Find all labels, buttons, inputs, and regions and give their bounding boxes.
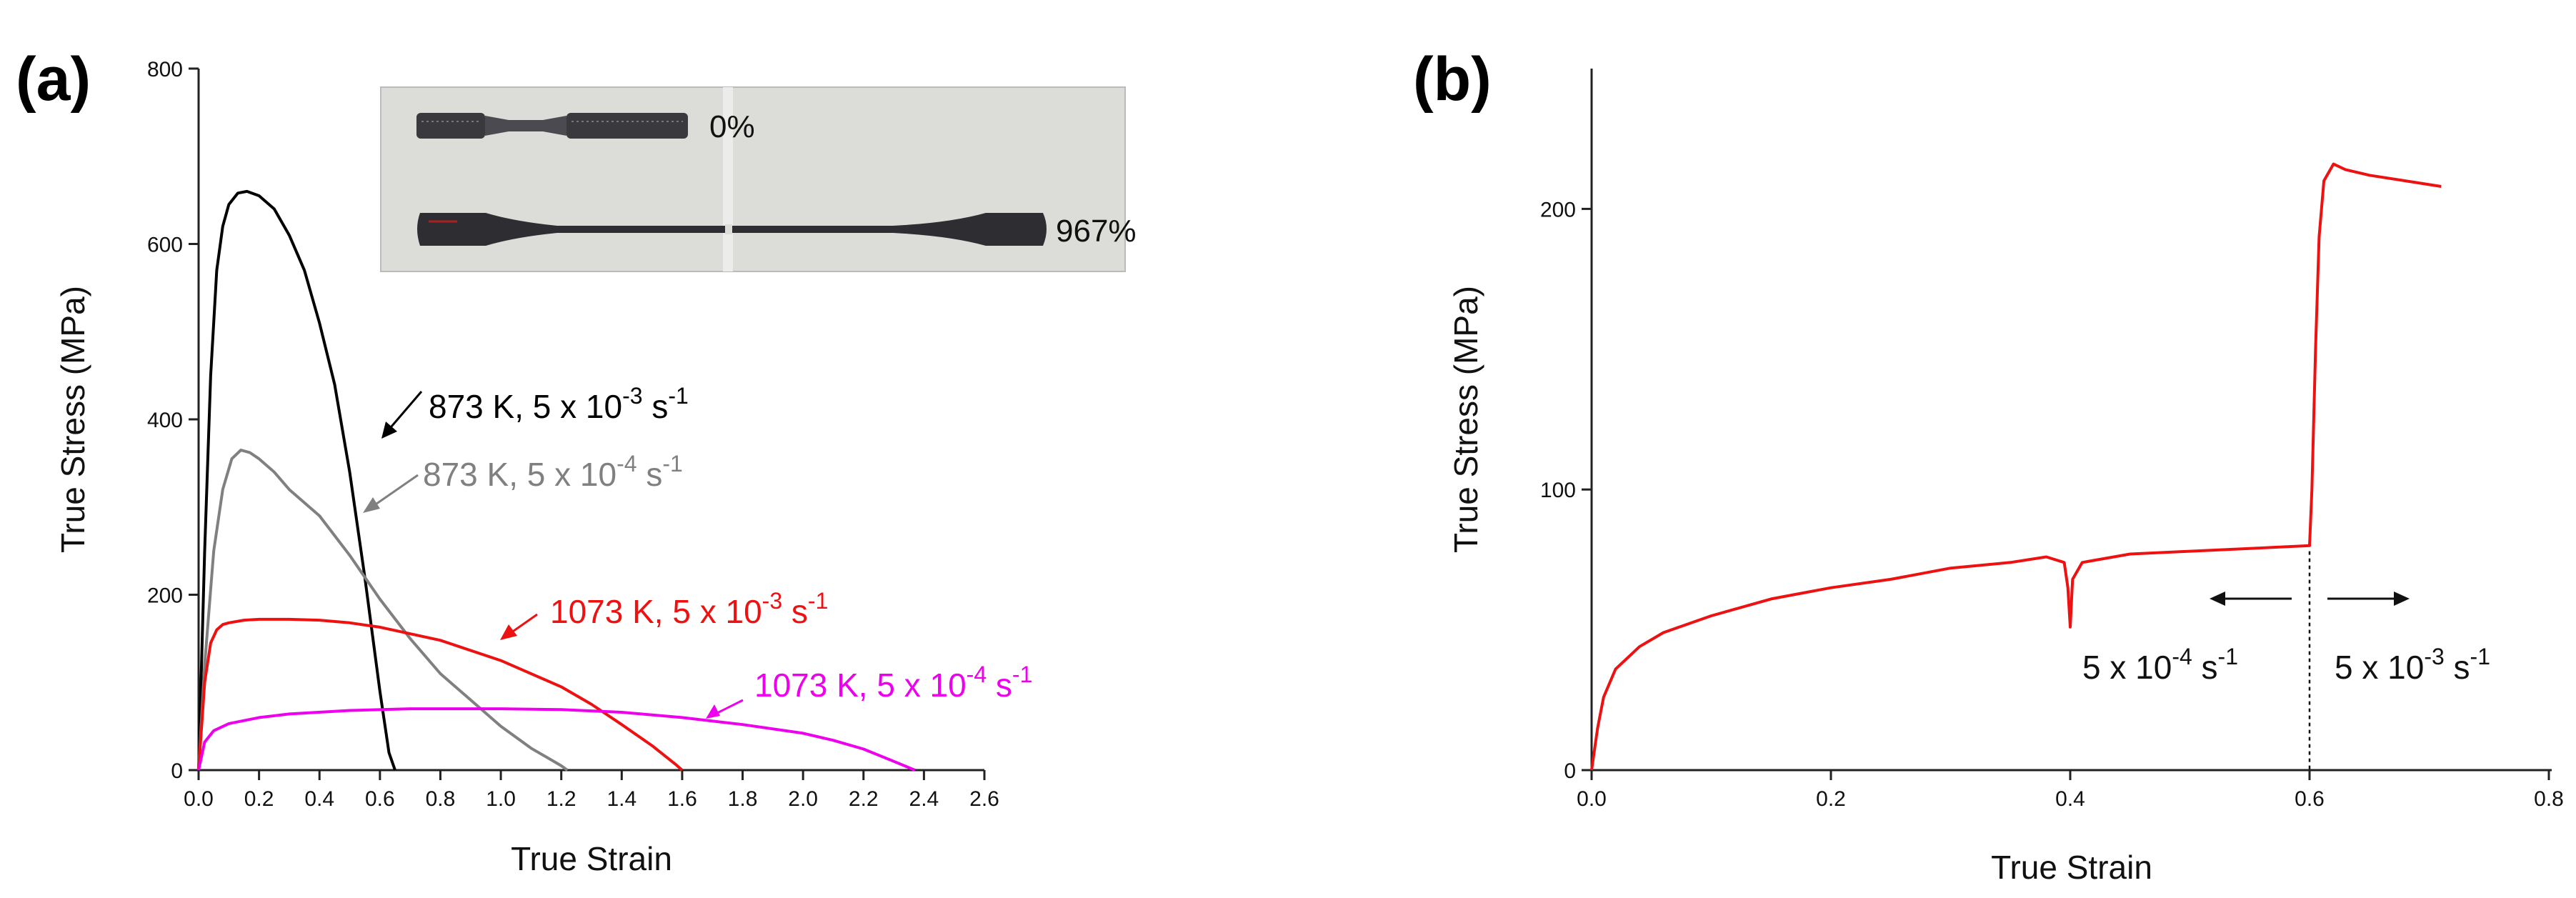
label-left-rate: 5 x 10-4 s-1 xyxy=(2082,644,2238,686)
panel-a-y-tick-label: 400 xyxy=(147,409,183,432)
label-1073K-5e-4: 1073 K, 5 x 10-4 s-1 xyxy=(754,662,1032,704)
specimen-0-icon xyxy=(416,113,688,139)
panel-a-y-tick-label: 800 xyxy=(147,58,183,81)
panel-b-x-tick-label: 0.0 xyxy=(1577,787,1607,811)
panel-a-y-tick-label: 0 xyxy=(171,759,183,783)
label-right-rate: 5 x 10-3 s-1 xyxy=(2335,644,2490,686)
left-arrowhead-icon xyxy=(2210,592,2225,606)
panel-a-x-tick-label: 1.2 xyxy=(546,787,576,811)
panel-a-x-tick-label: 0.2 xyxy=(244,787,274,811)
annotation-1073K-5e-4: 1073 K, 5 x 10-4 s-1 xyxy=(706,662,1032,719)
panel-a-x-tick-label: 0.6 xyxy=(365,787,395,811)
strain-rate-divider xyxy=(2210,551,2410,770)
specimen-967-icon xyxy=(417,213,1047,246)
panel-b-x-tick-label: 0.8 xyxy=(2534,787,2564,811)
panel-b-x-tick-label: 0.4 xyxy=(2055,787,2085,811)
annotation-873K-5e-3: 873 K, 5 x 10-3 s-1 xyxy=(381,383,689,439)
panel-a-x-tick-label: 1.0 xyxy=(486,787,516,811)
panel-b-x-tick-label: 0.6 xyxy=(2295,787,2325,811)
panel-a-x-tick-label: 2.0 xyxy=(788,787,818,811)
panel-a-x-tick-label: 0.4 xyxy=(304,787,334,811)
panel-a-x-tick-label: 1.8 xyxy=(728,787,758,811)
panel-b-label: (b) xyxy=(1413,45,1492,114)
panel-b-y-tick-label: 0 xyxy=(1564,759,1576,783)
panel-a-x-tick-label: 1.4 xyxy=(606,787,636,811)
inset-photo: 0% 967% xyxy=(380,86,1137,272)
panel-a-x-tick-label: 2.2 xyxy=(849,787,879,811)
panel-a-x-tick-label: 2.4 xyxy=(909,787,939,811)
panel-a-series-0 xyxy=(197,189,396,771)
panel-a-y-label: True Stress (MPa) xyxy=(54,286,91,553)
label-873K-5e-4: 873 K, 5 x 10-4 s-1 xyxy=(423,451,683,493)
panel-b-x-tick-label: 0.2 xyxy=(1816,787,1846,811)
panel-b-y-tick-label: 100 xyxy=(1540,479,1576,502)
annotation-873K-5e-4: 873 K, 5 x 10-4 s-1 xyxy=(363,451,683,513)
panel-a-y-tick-label: 200 xyxy=(147,584,183,608)
inset-label-967: 967% xyxy=(1056,214,1137,249)
panel-a-x-tick-label: 0.8 xyxy=(426,787,456,811)
panel-b-y-tick-label: 200 xyxy=(1540,198,1576,221)
panel-a-x-tick-label: 1.6 xyxy=(667,787,697,811)
panel-b-series-0 xyxy=(1590,162,2442,771)
label-1073K-5e-3: 1073 K, 5 x 10-3 s-1 xyxy=(550,588,828,630)
panel-a: (a) 0.0 0.2 0.4 0.6 0.8 1.0 1.2 1.4 1.6 1.8 2.0 2.2… xyxy=(16,45,1137,877)
panel-a-series-3 xyxy=(197,707,916,772)
panel-a-x-label: True Strain xyxy=(511,840,672,877)
panel-b-x-label: True Strain xyxy=(1991,849,2152,886)
panel-a-y-tick-label: 600 xyxy=(147,234,183,257)
panel-a-label: (a) xyxy=(16,45,91,114)
label-873K-5e-3: 873 K, 5 x 10-3 s-1 xyxy=(429,383,689,425)
panel-a-series-2 xyxy=(197,617,684,772)
right-arrowhead-icon xyxy=(2394,592,2410,606)
panel-a-x-tick-label: 0.0 xyxy=(184,787,214,811)
annotation-1073K-5e-3: 1073 K, 5 x 10-3 s-1 xyxy=(500,588,828,640)
panel-a-series-1 xyxy=(197,449,569,772)
inset-label-0: 0% xyxy=(709,109,755,144)
panel-b-y-label: True Stress (MPa) xyxy=(1447,286,1484,553)
panel-a-x-tick-label: 2.6 xyxy=(969,787,999,811)
